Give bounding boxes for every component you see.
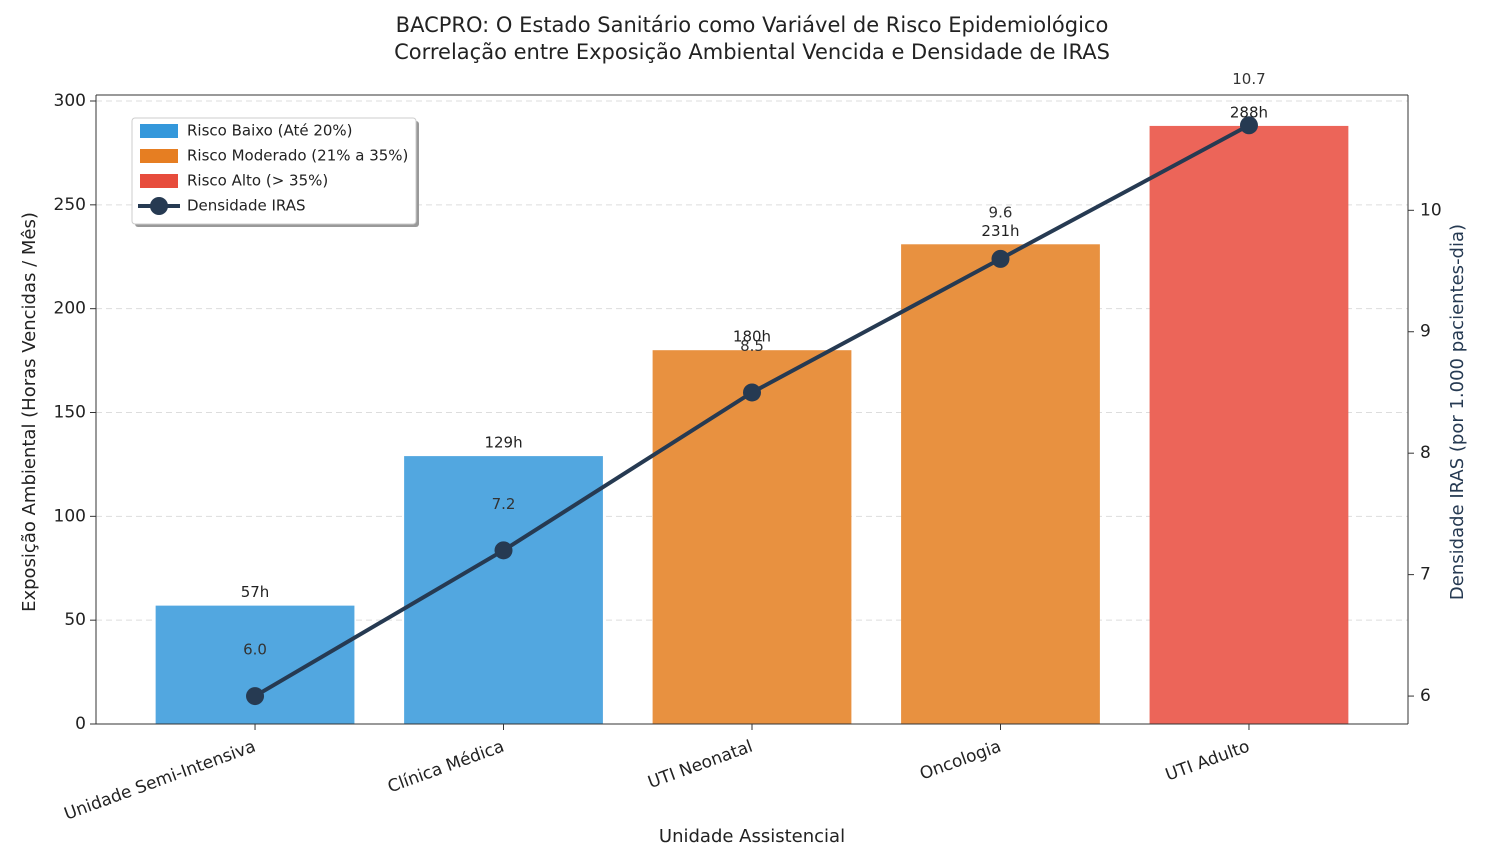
line-marker	[246, 687, 265, 706]
line-marker	[1239, 116, 1258, 135]
x-tick-label: UTI Neonatal	[645, 737, 755, 793]
bar	[1149, 125, 1349, 725]
legend-label: Risco Moderado (21% a 35%)	[187, 147, 408, 165]
y2-tick-label: 8	[1420, 443, 1431, 463]
legend-box	[131, 117, 417, 225]
y2-tick-label: 9	[1420, 322, 1431, 342]
x-tick-label: UTI Adulto	[1163, 737, 1252, 786]
y-axis-label: Exposição Ambiental (Horas Vencidas / Mê…	[19, 212, 40, 612]
bar-value-label: 288h	[1230, 103, 1268, 121]
line-marker	[494, 541, 513, 560]
legend-swatch	[140, 149, 178, 163]
y-tick-label: 100	[54, 506, 86, 526]
y2-tick-label: 6	[1420, 686, 1431, 706]
legend-marker	[150, 197, 168, 215]
y-tick-label: 300	[54, 91, 86, 111]
x-tick-label: Unidade Semi-Intensiva	[62, 737, 259, 825]
legend: Risco Baixo (Até 20%) Risco Moderado (21%…	[131, 117, 419, 227]
x-tick-label: Oncologia	[917, 737, 1004, 785]
line-marker	[991, 249, 1010, 268]
bar	[652, 350, 852, 724]
y-tick-label: 200	[54, 299, 86, 319]
legend-swatch	[140, 124, 178, 138]
bar-value-label: 180h	[733, 328, 771, 346]
bar-value-label: 57h	[241, 583, 270, 601]
legend-label: Risco Baixo (Até 20%)	[187, 122, 353, 140]
y2-tick-label: 7	[1420, 565, 1431, 585]
line-value-label: 6.0	[243, 641, 267, 659]
chart-subtitle: Correlação entre Exposição Ambiental Ven…	[394, 40, 1110, 64]
y-tick-label: 150	[54, 403, 86, 423]
y-tick-label: 250	[54, 195, 86, 215]
bar	[155, 605, 355, 724]
y-tick-label: 50	[64, 610, 86, 630]
x-tick-label: Clínica Médica	[385, 737, 507, 798]
bar	[901, 244, 1100, 725]
legend-label: Risco Alto (> 35%)	[187, 172, 328, 190]
line-value-label: 8.5	[740, 337, 764, 355]
x-axis-label: Unidade Assistencial	[659, 826, 845, 847]
line-value-label: 9.6	[989, 203, 1013, 221]
chart-title: BACPRO: O Estado Sanitário como Variável…	[396, 13, 1109, 37]
bar-value-label: 129h	[484, 434, 522, 452]
y2-axis-label: Densidade IRAS (por 1.000 pacientes-dia)	[1447, 224, 1468, 600]
bar-value-label: 231h	[981, 222, 1019, 240]
line-value-label: 7.2	[492, 495, 516, 513]
legend-label: Densidade IRAS	[187, 197, 306, 215]
line-marker	[743, 383, 761, 402]
legend-swatch	[140, 174, 178, 188]
line-value-label: 10.7	[1232, 70, 1265, 88]
y-tick-label: 0	[75, 714, 86, 734]
y2-tick-label: 10	[1420, 200, 1442, 220]
